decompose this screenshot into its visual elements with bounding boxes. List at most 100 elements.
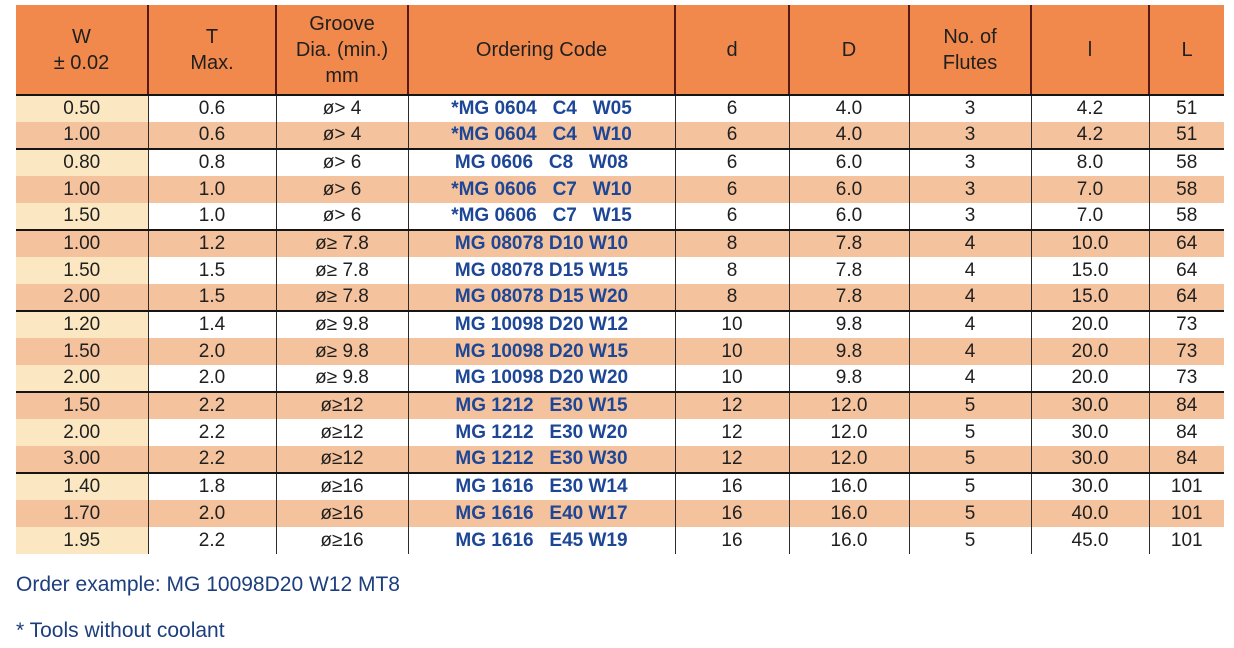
- header-row: W ± 0.02 T Max. Groove Dia. (min.) mm Order…: [16, 5, 1224, 96]
- cell: ø> 4: [275, 122, 409, 149]
- cell: ø≥16: [275, 527, 409, 554]
- cell: 1.00: [16, 176, 149, 203]
- cell: 101: [1148, 527, 1224, 554]
- cell: ø≥16: [275, 472, 409, 500]
- cell: ø≥ 7.8: [275, 257, 409, 284]
- cell: 73: [1148, 338, 1224, 365]
- cell: 12.0: [788, 419, 910, 446]
- cell: 0.6: [147, 95, 277, 122]
- table-row: 2.00 1.5 ø≥ 7.8 MG 08078 D15 W20 8 7.8 4 15.0 64: [16, 284, 1224, 311]
- cell: ø> 6: [275, 148, 409, 176]
- ordering-code-cell: MG 1212 E30 W15: [407, 391, 676, 419]
- cell: ø≥ 9.8: [275, 310, 409, 338]
- table-row: 1.50 1.5 ø≥ 7.8 MG 08078 D15 W15 8 7.8 4 15.0 64: [16, 257, 1224, 284]
- cell: 3: [908, 95, 1032, 122]
- ordering-code-cell: MG 08078 D10 W10: [407, 229, 676, 257]
- cell: 5: [908, 446, 1032, 473]
- column-header-1: T Max.: [147, 5, 277, 96]
- cell: 8: [674, 257, 790, 284]
- cell: 1.0: [147, 203, 277, 230]
- cell: 12.0: [788, 446, 910, 473]
- cell: 5: [908, 500, 1032, 527]
- cell: 16.0: [788, 472, 910, 500]
- cell: 45.0: [1030, 527, 1150, 554]
- cell: 16: [674, 472, 790, 500]
- cell: 3: [908, 203, 1032, 230]
- cell: 10.0: [1030, 229, 1150, 257]
- ordering-code-cell: MG 10098 D20 W12: [407, 310, 676, 338]
- cell: 58: [1148, 203, 1224, 230]
- cell: 4: [908, 338, 1032, 365]
- cell: 16.0: [788, 500, 910, 527]
- cell: 10: [674, 310, 790, 338]
- cell: 10: [674, 338, 790, 365]
- cell: 0.6: [147, 122, 277, 149]
- cell: 1.50: [16, 257, 149, 284]
- cell: 1.0: [147, 176, 277, 203]
- cell: 7.0: [1030, 176, 1150, 203]
- cell: 1.4: [147, 310, 277, 338]
- ordering-code-cell: *MG 0606 C7 W15: [407, 203, 676, 230]
- cell: 1.5: [147, 284, 277, 311]
- cell: 2.0: [147, 365, 277, 392]
- cell: 4: [908, 365, 1032, 392]
- ordering-code-cell: MG 1616 E30 W14: [407, 472, 676, 500]
- column-header-8: L: [1148, 5, 1224, 96]
- coolant-note: * Tools without coolant: [16, 619, 225, 643]
- cell: 1.50: [16, 203, 149, 230]
- cell: 51: [1148, 95, 1224, 122]
- cell: 84: [1148, 446, 1224, 473]
- ordering-code-cell: MG 1616 E40 W17: [407, 500, 676, 527]
- cell: 30.0: [1030, 472, 1150, 500]
- cell: 4: [908, 229, 1032, 257]
- order-example-note: Order example: MG 10098D20 W12 MT8: [16, 573, 400, 596]
- cell: 7.8: [788, 284, 910, 311]
- cell: 6.0: [788, 176, 910, 203]
- cell: 20.0: [1030, 365, 1150, 392]
- cell: 3: [908, 148, 1032, 176]
- column-header-4: d: [674, 5, 790, 96]
- cell: 6: [674, 203, 790, 230]
- cell: 6: [674, 122, 790, 149]
- table-row: 2.00 2.2 ø≥12 MG 1212 E30 W20 12 12.0 5 30.0 84: [16, 419, 1224, 446]
- cell: 84: [1148, 391, 1224, 419]
- column-header-2: Groove Dia. (min.) mm: [275, 5, 409, 96]
- cell: 1.20: [16, 310, 149, 338]
- cell: 15.0: [1030, 284, 1150, 311]
- cell: 1.00: [16, 122, 149, 149]
- column-header-0: W ± 0.02: [16, 5, 149, 96]
- cell: 30.0: [1030, 446, 1150, 473]
- cell: ø> 6: [275, 176, 409, 203]
- cell: 9.8: [788, 310, 910, 338]
- cell: 6: [674, 95, 790, 122]
- cell: 2.00: [16, 419, 149, 446]
- cell: 16: [674, 527, 790, 554]
- ordering-code-cell: MG 10098 D20 W20: [407, 365, 676, 392]
- cell: 4: [908, 284, 1032, 311]
- spec-table-header: W ± 0.02 T Max. Groove Dia. (min.) mm Order…: [16, 5, 1224, 96]
- cell: ø≥12: [275, 419, 409, 446]
- ordering-code-cell: MG 0606 C8 W08: [407, 148, 676, 176]
- table-row: 1.95 2.2 ø≥16 MG 1616 E45 W19 16 16.0 5 45.0 101: [16, 527, 1224, 554]
- cell: 12: [674, 419, 790, 446]
- cell: 1.5: [147, 257, 277, 284]
- spec-table: W ± 0.02 T Max. Groove Dia. (min.) mm Order…: [16, 5, 1224, 554]
- table-row: 1.40 1.8 ø≥16 MG 1616 E30 W14 16 16.0 5 30.0 101: [16, 472, 1224, 500]
- cell: 6.0: [788, 203, 910, 230]
- footnotes: Order example: MG 10098D20 W12 MT8 * Too…: [16, 572, 1224, 643]
- cell: ø> 6: [275, 203, 409, 230]
- cell: 20.0: [1030, 338, 1150, 365]
- cell: 8.0: [1030, 148, 1150, 176]
- cell: 1.2: [147, 229, 277, 257]
- cell: 101: [1148, 500, 1224, 527]
- cell: 7.8: [788, 257, 910, 284]
- cell: ø≥ 7.8: [275, 229, 409, 257]
- cell: 20.0: [1030, 310, 1150, 338]
- cell: 16.0: [788, 527, 910, 554]
- cell: 1.95: [16, 527, 149, 554]
- cell: 2.2: [147, 527, 277, 554]
- cell: 6: [674, 176, 790, 203]
- cell: 2.2: [147, 419, 277, 446]
- cell: 6: [674, 148, 790, 176]
- table-row: 1.00 1.0 ø> 6 *MG 0606 C7 W10 6 6.0 3 7.0 58: [16, 176, 1224, 203]
